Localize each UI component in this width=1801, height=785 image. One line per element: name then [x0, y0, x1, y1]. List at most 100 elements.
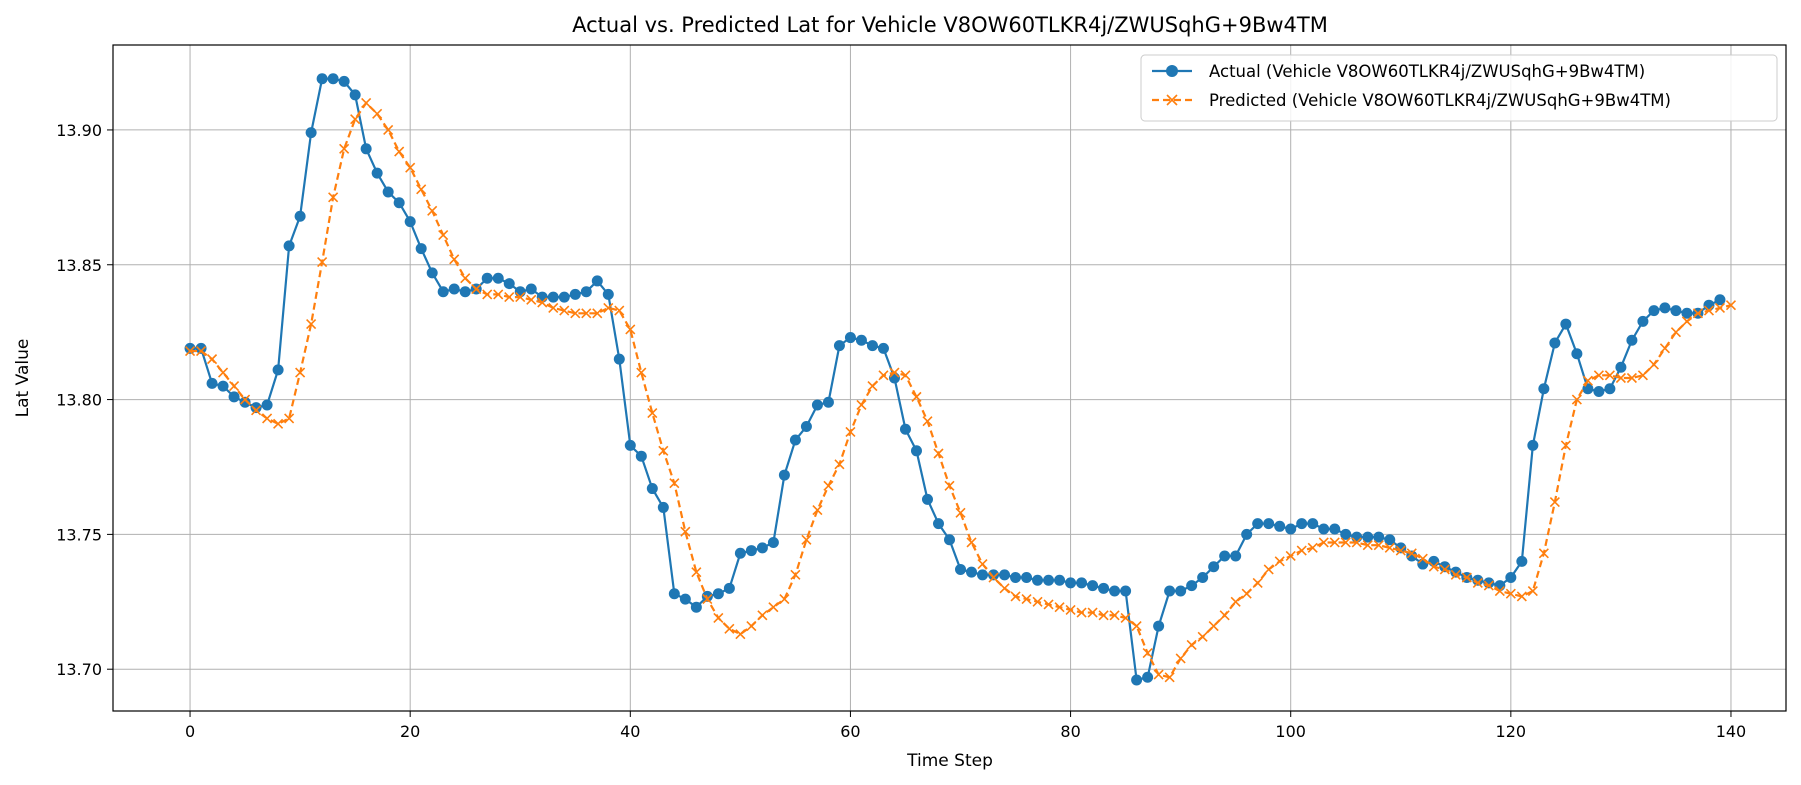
x-tick-label: 40 [620, 722, 640, 741]
data-point [899, 423, 911, 435]
data-point [944, 534, 955, 546]
data-point [1703, 305, 1715, 316]
data-point [360, 143, 372, 155]
data-point [712, 588, 724, 600]
data-point [668, 588, 680, 600]
data-point [734, 547, 746, 559]
data-point [680, 526, 691, 537]
data-point [1241, 588, 1252, 599]
data-point [493, 289, 504, 300]
data-point [328, 192, 339, 203]
data-point [1153, 669, 1164, 680]
data-point [977, 558, 988, 570]
data-point [416, 184, 427, 195]
data-point [1571, 394, 1582, 405]
data-point [1065, 577, 1077, 589]
data-point [1032, 596, 1043, 607]
data-point [581, 308, 592, 319]
data-point [339, 143, 350, 154]
data-point [492, 272, 504, 284]
data-point [1406, 548, 1417, 559]
data-point [1098, 582, 1110, 594]
data-point [768, 602, 779, 613]
data-point [1208, 620, 1219, 632]
data-point [1494, 585, 1505, 597]
data-point [547, 291, 559, 303]
series-actual [184, 73, 1726, 686]
data-point [1351, 537, 1362, 548]
data-point [955, 507, 966, 518]
data-point [1076, 607, 1087, 618]
data-point [262, 413, 273, 424]
data-point [1516, 591, 1527, 602]
data-point [647, 407, 658, 419]
data-point [251, 405, 262, 416]
data-point [789, 434, 801, 446]
data-point [1142, 671, 1154, 683]
data-point [657, 501, 669, 513]
data-point [1615, 361, 1627, 373]
data-point [405, 162, 416, 173]
data-point [1549, 337, 1561, 349]
data-point [603, 302, 614, 313]
data-point [1076, 577, 1088, 589]
data-point [988, 569, 1000, 581]
data-point [822, 396, 834, 408]
data-point [295, 367, 306, 378]
data-point [823, 480, 834, 491]
data-point [1263, 564, 1274, 575]
data-point [1714, 294, 1726, 306]
data-point [1384, 542, 1395, 553]
data-point [746, 620, 757, 632]
y-tick-label: 13.70 [56, 660, 102, 679]
data-point [889, 367, 900, 378]
data-point [855, 334, 867, 346]
data-point [503, 278, 515, 290]
series-predicted [184, 97, 1737, 683]
data-point [327, 73, 339, 85]
data-point [217, 380, 229, 392]
data-point [1010, 591, 1021, 602]
data-point [218, 367, 229, 378]
data-point [866, 340, 878, 352]
data-point [1527, 439, 1539, 451]
data-point [229, 381, 240, 392]
data-point [679, 593, 691, 605]
data-point [1197, 572, 1209, 584]
data-point [1439, 564, 1450, 575]
data-point [1219, 550, 1231, 562]
data-point [294, 210, 306, 222]
data-point [1252, 577, 1263, 588]
data-point [361, 97, 372, 109]
data-point [449, 254, 460, 265]
data-point [1175, 653, 1186, 664]
data-point [658, 445, 669, 456]
data-point [1549, 496, 1560, 508]
data-point [481, 272, 493, 284]
data-point [504, 292, 515, 303]
data-point [1538, 548, 1549, 559]
data-point [1318, 523, 1330, 535]
data-point [1164, 672, 1175, 683]
data-point [690, 601, 702, 613]
data-point [1131, 674, 1143, 686]
data-point [1483, 580, 1494, 591]
data-point [306, 319, 317, 330]
data-point [624, 439, 636, 451]
data-point [745, 545, 757, 557]
data-point [1296, 545, 1307, 556]
data-point [525, 283, 537, 295]
data-point [272, 364, 284, 376]
data-point [910, 445, 922, 457]
data-point [592, 308, 603, 319]
data-point [1120, 585, 1132, 597]
data-point [1230, 596, 1241, 607]
data-point [702, 594, 713, 605]
legend-marker-actual [1166, 65, 1178, 77]
data-point [1439, 561, 1451, 573]
data-point [1340, 537, 1351, 548]
data-point [471, 283, 482, 295]
data-point [1516, 555, 1528, 567]
data-point [1571, 348, 1583, 360]
